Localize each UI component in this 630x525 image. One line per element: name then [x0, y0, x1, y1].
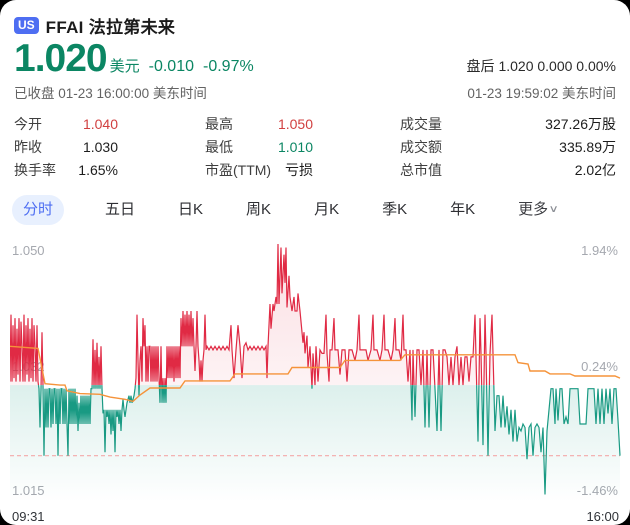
intraday-price-chart[interactable]: [9, 238, 622, 502]
after-hours-label: 盘后: [466, 57, 495, 74]
x-axis-label-open-time: 09:31: [12, 508, 45, 524]
tab-weekly-k[interactable]: 周K: [246, 200, 272, 218]
stat-prev-close: 昨收 1.030: [14, 138, 118, 155]
market-badge: US: [14, 17, 39, 34]
x-axis-label-close-time: 16:00: [586, 508, 619, 524]
stats-col-1: 今开 1.040 昨收 1.030 换手率 1.65%: [14, 113, 118, 182]
tab-more[interactable]: 更多 ∨: [516, 195, 559, 225]
tab-daily-k[interactable]: 日K: [178, 200, 204, 218]
current-price: 1.020: [14, 37, 108, 80]
tab-minute[interactable]: 分时: [12, 194, 65, 225]
after-hours-time: 01-23 19:59:02 美东时间: [467, 85, 616, 101]
chevron-down-icon: ∨: [548, 203, 559, 215]
stat-pe-ttm: 市盈(TTM) 亏损: [205, 161, 313, 178]
tab-yearly-k[interactable]: 年K: [450, 200, 476, 218]
stat-volume: 成交量 327.26万股: [400, 115, 616, 132]
stat-open: 今开 1.040: [14, 115, 118, 132]
tab-quarterly-k[interactable]: 季K: [382, 200, 408, 218]
header: US FFAI 法拉第未来: [0, 0, 630, 38]
stat-low: 最低 1.010: [205, 138, 313, 155]
market-status: 已收盘 01-23 16:00:00 美东时间: [14, 85, 207, 101]
price-change-pct: -0.97%: [203, 58, 254, 75]
price-block: 1.020 美元 -0.010 -0.97%: [14, 39, 254, 79]
stat-turnover-rate: 换手率 1.65%: [14, 161, 118, 178]
chart-period-tabs: 分时 五日 日K 周K 月K 季K 年K 更多 ∨: [0, 182, 630, 225]
currency-label: 美元: [109, 58, 140, 75]
after-hours-values: 1.020 0.000 0.00%: [498, 57, 616, 74]
status-row: 已收盘 01-23 16:00:00 美东时间 01-23 19:59:02 美…: [0, 79, 630, 102]
price-change: -0.010: [148, 58, 194, 75]
stats-col-3: 成交量 327.26万股 成交额 335.89万 总市值 2.02亿: [400, 113, 616, 182]
stats-col-2: 最高 1.050 最低 1.010 市盈(TTM) 亏损: [205, 113, 313, 182]
y-axis-label-high-pct: 1.94%: [581, 242, 618, 258]
page-title: FFAI 法拉第未来: [45, 18, 176, 37]
tab-five-day[interactable]: 五日: [105, 200, 136, 218]
stats-grid: 今开 1.040 昨收 1.030 换手率 1.65% 最高 1.050 最低 …: [0, 102, 630, 182]
price-row: 1.020 美元 -0.010 -0.97% 盘后 1.020 0.000 0.0…: [0, 38, 630, 79]
stat-high: 最高 1.050: [205, 115, 313, 132]
tab-monthly-k[interactable]: 月K: [314, 200, 340, 218]
more-label: 更多: [518, 200, 549, 218]
stat-market-cap: 总市值 2.02亿: [400, 161, 616, 178]
y-axis-label-mid-pct: 0.24%: [581, 358, 618, 374]
after-hours-quote: 盘后 1.020 0.000 0.00%: [466, 56, 616, 79]
intraday-chart-section: 1.050 1.94% 1.032 0.24% 1.015 -1.46% 09:…: [0, 228, 630, 525]
stat-amount: 成交额 335.89万: [400, 138, 616, 155]
y-axis-label-high: 1.050: [12, 242, 45, 258]
